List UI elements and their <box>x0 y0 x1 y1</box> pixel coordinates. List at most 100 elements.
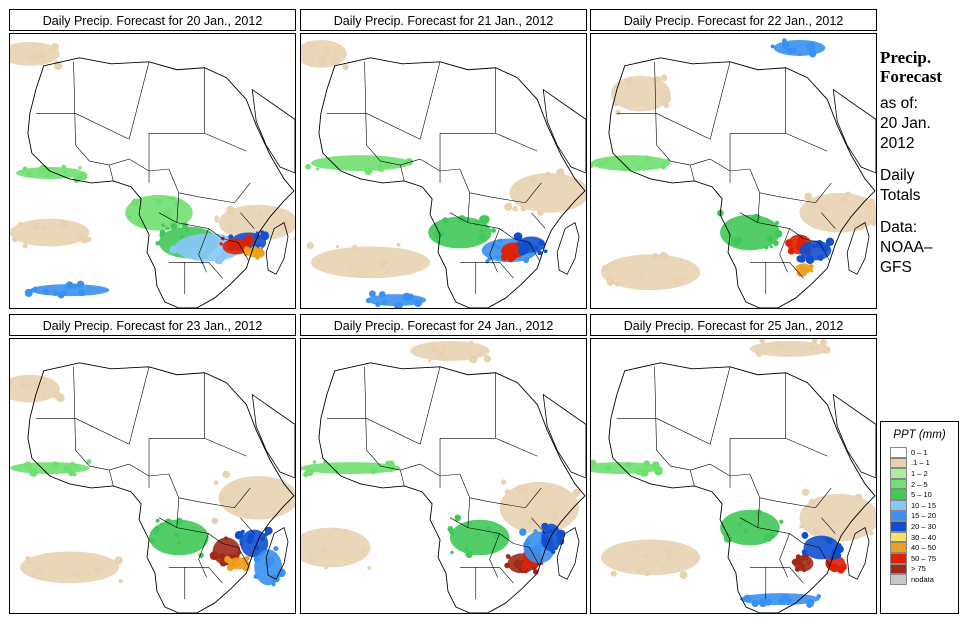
precip-speck <box>20 381 29 389</box>
legend-item: 5 – 10 <box>890 489 958 500</box>
country-border <box>198 501 235 509</box>
precip-speck <box>255 231 260 235</box>
precip-speck <box>546 530 550 535</box>
info-title-line1: Precip. <box>880 48 932 67</box>
precip-speck <box>323 45 330 52</box>
country-border <box>489 228 500 273</box>
precip-speck <box>226 564 234 571</box>
precip-speck <box>527 519 535 526</box>
precip-speck <box>171 196 176 201</box>
precip-speck <box>442 217 449 224</box>
precip-speck <box>491 228 496 233</box>
precip-speck <box>787 247 795 255</box>
precip-speck <box>351 244 359 252</box>
precip-speck <box>26 383 33 391</box>
country-border <box>176 497 180 528</box>
precip-speck <box>310 54 314 59</box>
precip-speck <box>831 548 839 556</box>
precip-speck <box>478 233 486 241</box>
forecast-panel-4: Daily Precip. Forecast for 23 Jan., 2012 <box>9 314 296 614</box>
country-border <box>525 487 542 508</box>
precip-speck <box>851 223 858 229</box>
precip-speck <box>226 225 233 232</box>
precip-area <box>509 172 586 213</box>
precip-speck <box>71 283 78 289</box>
legend-item: 20 – 30 <box>890 521 958 532</box>
precip-speck <box>774 229 783 238</box>
arabia-outline <box>832 88 876 174</box>
precip-speck <box>813 527 821 535</box>
precip-speck <box>781 41 790 50</box>
precip-speck <box>591 459 597 468</box>
panel-title: Daily Precip. Forecast for 20 Jan., 2012 <box>9 9 296 31</box>
precip-speck <box>867 198 876 207</box>
precip-speck <box>45 171 51 178</box>
precip-speck <box>854 493 863 502</box>
precip-speck <box>473 220 480 227</box>
precip-speck <box>202 247 206 252</box>
country-border <box>821 517 836 534</box>
country-border <box>757 192 761 223</box>
precip-speck <box>315 167 320 171</box>
precip-speck <box>615 109 621 116</box>
precip-speck <box>10 379 15 386</box>
precip-speck <box>436 351 445 359</box>
precip-speck <box>369 467 377 475</box>
precip-speck <box>450 550 454 555</box>
precip-speck <box>253 574 259 579</box>
precip-speck <box>51 43 59 51</box>
precip-speck <box>556 533 560 537</box>
precip-speck <box>293 236 295 242</box>
precip-speck <box>799 563 805 570</box>
precip-area <box>218 204 295 241</box>
precip-speck <box>32 53 41 62</box>
precip-speck <box>69 461 76 467</box>
precip-speck <box>232 505 239 512</box>
continent-outline <box>318 362 586 613</box>
precip-speck <box>663 102 670 109</box>
precip-speck <box>10 51 11 56</box>
precip-speck <box>331 57 338 64</box>
precip-speck <box>333 528 339 533</box>
country-border <box>109 164 114 181</box>
precip-speck <box>407 293 414 301</box>
precip-speck <box>169 245 178 254</box>
country-border <box>489 533 500 578</box>
precip-speck <box>176 540 181 545</box>
precip-area <box>310 155 411 171</box>
precip-speck <box>572 488 581 498</box>
forecast-panel-1: Daily Precip. Forecast for 20 Jan., 2012 <box>9 9 296 309</box>
country-border <box>654 366 657 451</box>
precip-speck <box>631 544 640 553</box>
precip-speck <box>533 545 542 554</box>
legend-swatch <box>890 521 907 532</box>
precip-speck <box>61 164 67 170</box>
precip-speck <box>743 528 749 534</box>
precip-speck <box>364 166 373 176</box>
country-border <box>73 366 76 451</box>
country-border <box>467 192 471 223</box>
precip-speck <box>394 301 403 308</box>
country-border <box>785 133 828 152</box>
precip-area <box>499 481 580 534</box>
precip-speck <box>844 191 852 198</box>
country-border <box>158 517 177 528</box>
precip-speck <box>801 549 808 555</box>
precip-speck <box>781 593 789 601</box>
country-border <box>815 487 832 508</box>
precip-speck <box>824 537 829 541</box>
precip-speck <box>375 301 381 308</box>
precip-speck <box>639 468 649 477</box>
precip-speck <box>625 78 633 86</box>
precip-speck <box>51 461 60 470</box>
precip-speck <box>170 223 178 230</box>
legend-swatch <box>890 457 907 469</box>
precip-speck <box>636 261 640 266</box>
precip-speck <box>825 237 835 247</box>
precip-speck <box>131 198 140 207</box>
country-border <box>198 228 209 273</box>
country-border <box>779 533 790 578</box>
country-border <box>75 113 130 140</box>
precip-speck <box>604 464 612 472</box>
